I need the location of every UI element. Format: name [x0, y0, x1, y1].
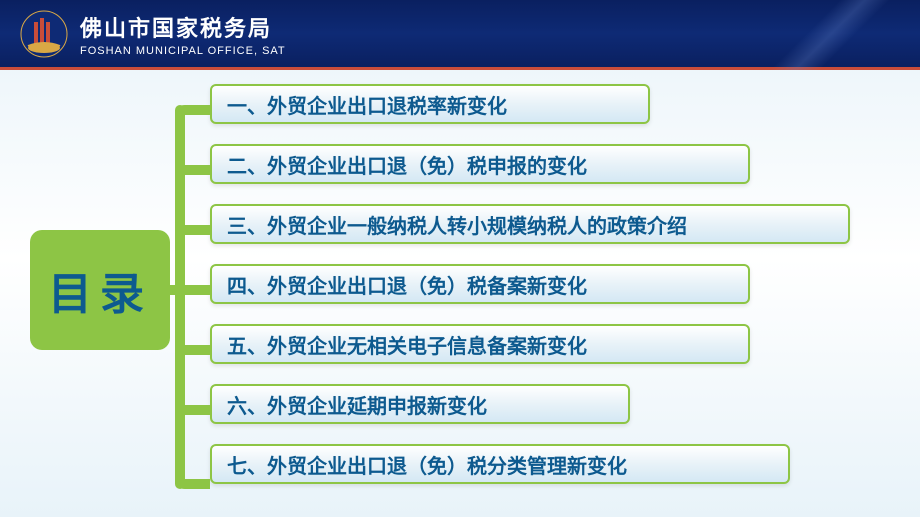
org-title: 佛山市国家税务局	[80, 11, 286, 43]
toc-item: 五、外贸企业无相关电子信息备案新变化	[210, 324, 750, 364]
toc-item-text: 七、外贸企业出口退（免）税分类管理新变化	[227, 450, 627, 479]
org-subtitle: FOSHAN MUNICIPAL OFFICE, SAT	[80, 45, 286, 57]
toc-label: 目录	[48, 258, 152, 322]
toc-item-text: 一、外贸企业出口退税率新变化	[227, 90, 507, 119]
toc-item-text: 四、外贸企业出口退（免）税备案新变化	[227, 270, 587, 299]
toc-item-text: 五、外贸企业无相关电子信息备案新变化	[227, 330, 587, 359]
toc-item: 一、外贸企业出口退税率新变化	[210, 84, 650, 124]
header-text-group: 佛山市国家税务局 FOSHAN MUNICIPAL OFFICE, SAT	[80, 11, 286, 57]
content-area: 目录 一、外贸企业出口退税率新变化 二、外贸企业出口退（免）税申报的变化 三、外…	[0, 70, 920, 517]
toc-item-text: 二、外贸企业出口退（免）税申报的变化	[227, 150, 587, 179]
toc-item-text: 六、外贸企业延期申报新变化	[227, 390, 487, 419]
toc-item: 四、外贸企业出口退（免）税备案新变化	[210, 264, 750, 304]
toc-item-text: 三、外贸企业一般纳税人转小规模纳税人的政策介绍	[227, 210, 687, 239]
toc-items-list: 一、外贸企业出口退税率新变化 二、外贸企业出口退（免）税申报的变化 三、外贸企业…	[210, 84, 890, 504]
toc-item: 六、外贸企业延期申报新变化	[210, 384, 630, 424]
toc-root-box: 目录	[30, 230, 170, 350]
toc-item: 七、外贸企业出口退（免）税分类管理新变化	[210, 444, 790, 484]
header-bar: 佛山市国家税务局 FOSHAN MUNICIPAL OFFICE, SAT	[0, 0, 920, 70]
toc-item: 三、外贸企业一般纳税人转小规模纳税人的政策介绍	[210, 204, 850, 244]
toc-item: 二、外贸企业出口退（免）税申报的变化	[210, 144, 750, 184]
tax-emblem-logo	[20, 10, 68, 58]
